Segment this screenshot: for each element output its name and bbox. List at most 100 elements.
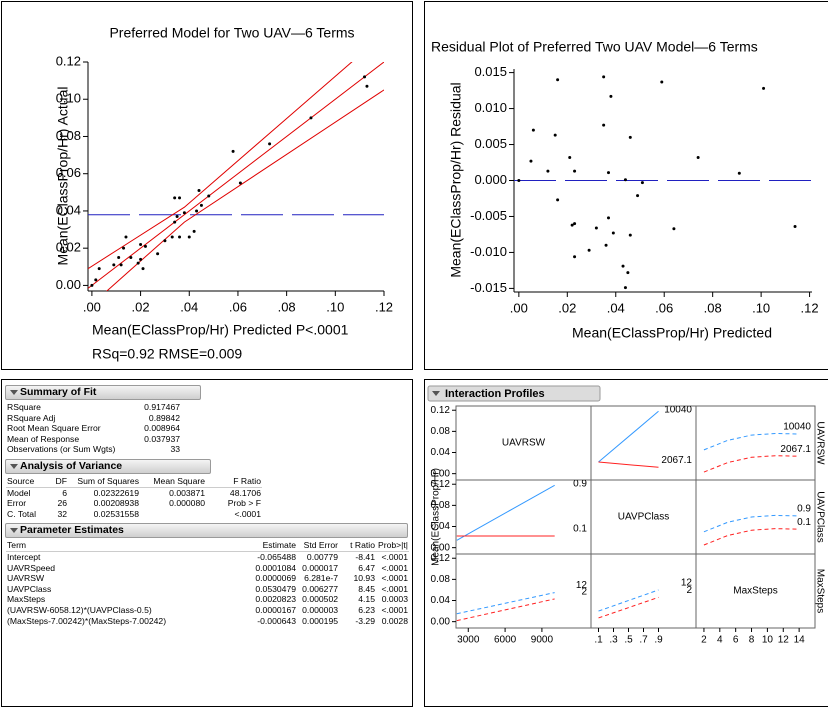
point: [178, 196, 182, 200]
fit-line: [88, 62, 353, 270]
point: [621, 264, 625, 268]
point: [517, 179, 521, 182]
x-tick-label: .10: [752, 300, 770, 315]
table-row: MaxSteps 0.0020823 0.000502 4.15 0.0003: [6, 594, 409, 605]
y-tick-label: 0.08: [56, 128, 81, 143]
profile-label: 0.1: [797, 517, 811, 528]
x-tick-label: .12: [801, 300, 819, 315]
table-cell: UAVRSpeed: [7, 562, 56, 573]
table-cell: 0.02322619: [93, 487, 139, 498]
table-cell: 0.89842: [148, 412, 180, 423]
table-cell: UAVRSW: [7, 573, 45, 584]
table-cell: 0.0000069: [255, 573, 296, 584]
y-tick-label: 0.00: [431, 542, 451, 553]
point: [546, 169, 550, 173]
x-tick-label: .06: [229, 299, 247, 314]
table-cell: 8.45: [358, 583, 375, 594]
point: [611, 231, 615, 235]
table-cell: C. Total: [7, 508, 36, 519]
table-row: Model 6 0.02322619 0.003871 48.1706: [6, 487, 262, 498]
y-tick-label: 0.000: [474, 172, 507, 187]
x-tick-label: .1: [594, 635, 603, 646]
table-cell: Error: [7, 498, 27, 509]
x-axis-label: Mean(EClassProp/Hr) Predicted: [572, 325, 772, 341]
table-cell: <.0001: [381, 573, 408, 584]
x-tick-label: .12: [375, 299, 393, 314]
point: [143, 244, 147, 248]
table-row: Root Mean Square Error 0.008964: [6, 423, 181, 434]
table-cell: Root Mean Square Error: [7, 423, 101, 434]
point: [136, 261, 140, 265]
x-tick-label: .04: [180, 299, 198, 314]
factor-side-label: UAVRSW: [814, 421, 825, 465]
y-tick-label: 0.005: [474, 136, 507, 151]
profile-line: [598, 596, 659, 619]
table-cell: 0.00208938: [93, 498, 139, 509]
point: [609, 94, 613, 98]
profile-grid: UAVRSW UAVRSW UAVPClass UAVPClass MaxSteps Ma…: [431, 405, 826, 646]
table-cell: Mean Square: [140, 475, 206, 488]
section-header: Parameter Estimates: [5, 523, 408, 539]
table-header-row: Term Estimate Std Error t Ratio Prob>|t|: [6, 540, 409, 552]
y-tick-label: 0.04: [431, 447, 451, 458]
point: [553, 133, 557, 137]
point: [129, 255, 133, 259]
table-cell: -3.29: [355, 615, 375, 626]
table-cell: <.0001: [234, 508, 261, 519]
point: [636, 194, 640, 198]
profile-line: [703, 514, 800, 533]
table-cell: 6.23: [358, 604, 375, 615]
factor-name: UAVPClass: [618, 512, 670, 523]
x-tick-label: 6: [733, 635, 739, 646]
x-tick-label: 3000: [457, 635, 480, 646]
point: [97, 267, 101, 271]
point: [762, 86, 766, 90]
point: [531, 128, 535, 132]
profile-line: [703, 455, 800, 473]
y-axis-label: Mean(EClassProp/Hr): [431, 468, 442, 566]
point: [587, 248, 591, 252]
table-cell: 26: [57, 498, 67, 509]
profile-label: 2: [581, 587, 587, 598]
table-cell: 10.93: [353, 573, 375, 584]
x-tick-label: 2: [701, 635, 707, 646]
y-tick-label: 0.02: [56, 240, 81, 255]
table-row: RSquare 0.917467: [6, 402, 181, 413]
table-cell: Source: [6, 475, 44, 488]
table-cell: Intercept: [7, 551, 41, 562]
point: [175, 215, 179, 219]
table-cell: DF: [44, 475, 68, 488]
point: [163, 239, 167, 243]
point: [139, 242, 143, 246]
y-tick-label: 0.12: [431, 553, 451, 564]
point: [195, 209, 199, 213]
x-tick-label: 6000: [494, 635, 517, 646]
table-cell: 0.000502: [302, 594, 338, 605]
point: [737, 171, 741, 175]
x-tick-label: .10: [326, 299, 344, 314]
point: [529, 159, 533, 163]
point: [197, 188, 201, 192]
point: [122, 246, 126, 250]
profile-cell: [590, 405, 697, 481]
section-header: [427, 385, 601, 402]
table-cell: 32: [57, 508, 67, 519]
point: [573, 255, 577, 259]
point: [626, 271, 630, 275]
y-axis-label: Mean(EClassProp/Hr) Actual: [55, 87, 71, 266]
x-tick-label: .00: [510, 300, 528, 315]
y-axis-label: Mean(EClassProp/Hr) Residual: [448, 82, 464, 277]
point: [628, 135, 632, 139]
profile-line: [456, 484, 555, 541]
profile-cell: [455, 479, 592, 555]
table-cell: Mean of Response: [7, 433, 80, 444]
point: [309, 116, 313, 120]
factor-name: UAVRSW: [502, 438, 546, 449]
table-cell: t Ratio: [339, 540, 376, 552]
fit-note: RSq=0.92 RMSE=0.009: [92, 346, 242, 362]
table-cell: 0.0001084: [255, 562, 296, 573]
x-tick-label: .7: [639, 635, 648, 646]
x-tick-label: 14: [794, 635, 806, 646]
point: [173, 220, 177, 224]
table-cell: 0.0530479: [255, 583, 296, 594]
